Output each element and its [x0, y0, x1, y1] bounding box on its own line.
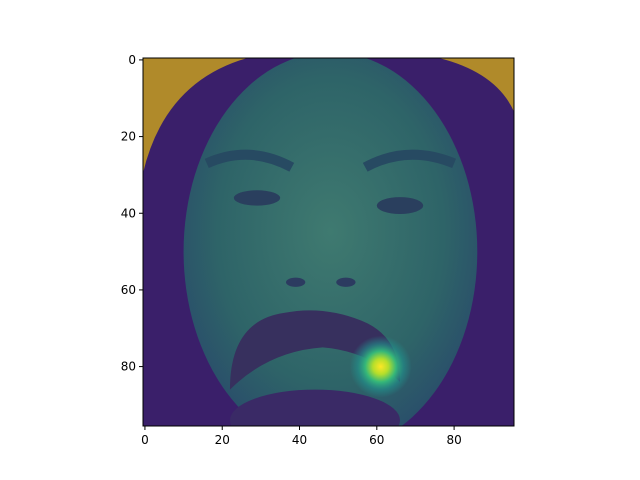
- x-tick-label: 20: [215, 433, 230, 447]
- beard-region: [229, 389, 400, 426]
- y-tick-label: 0: [128, 53, 136, 67]
- y-tick-label: 60: [121, 283, 136, 297]
- right-eyebrow: [362, 149, 457, 172]
- x-axis: 0 20 40 60 80: [141, 426, 462, 447]
- right-nostril: [336, 277, 356, 287]
- left-nostril: [285, 277, 306, 287]
- x-tick-label: 40: [292, 433, 307, 447]
- x-tick-label: 80: [446, 433, 461, 447]
- activation-hotspot: [349, 335, 412, 398]
- left-eyebrow: [204, 149, 295, 172]
- right-eye: [376, 197, 424, 215]
- y-tick-label: 80: [121, 360, 136, 374]
- x-tick-label: 0: [141, 433, 149, 447]
- left-eye: [233, 190, 281, 206]
- heatmap-image: [143, 58, 514, 426]
- axes-frame: [142, 57, 515, 427]
- x-tick-label: 60: [369, 433, 384, 447]
- y-tick-label: 40: [121, 206, 136, 220]
- y-axis: 0 20 40 60 80: [121, 53, 143, 374]
- moustache-region: [229, 310, 400, 390]
- y-tick-label: 20: [121, 130, 136, 144]
